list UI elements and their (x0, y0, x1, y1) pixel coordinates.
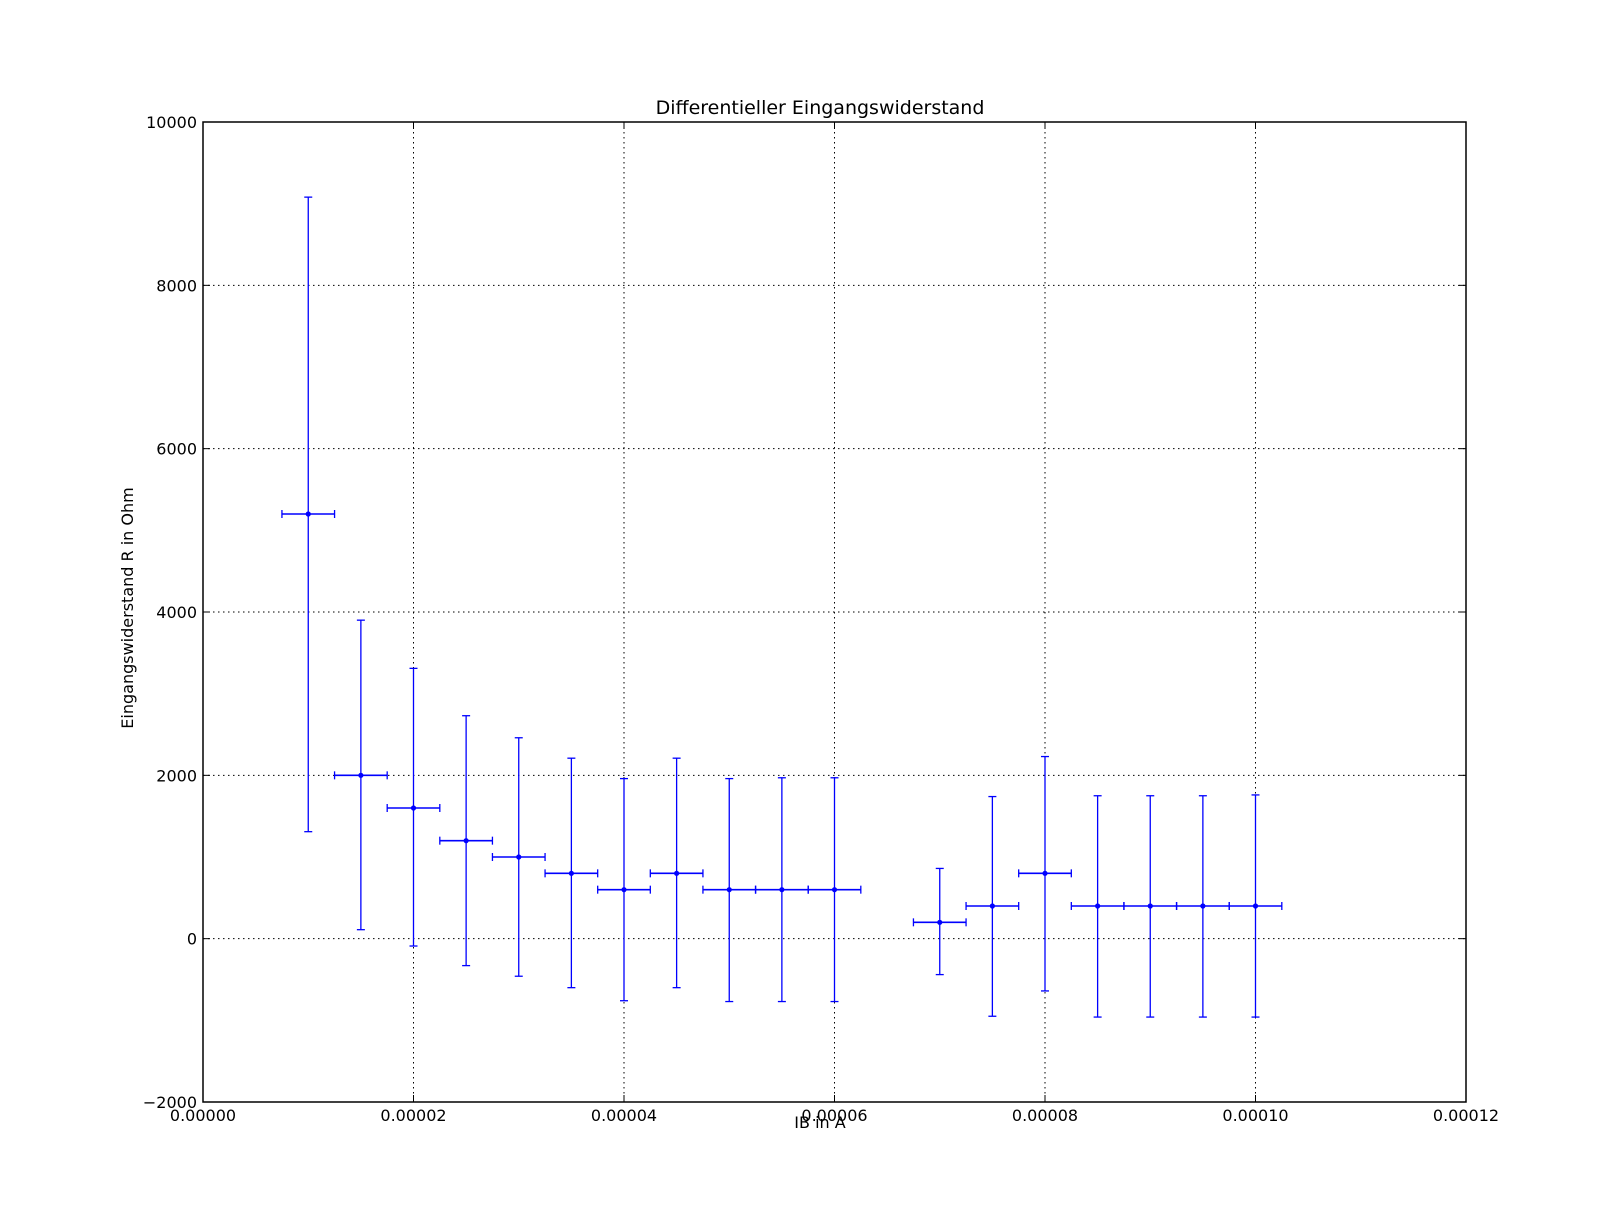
data-point-group (965, 795, 1020, 1017)
y-tick-label: 4000 (156, 603, 197, 622)
chart-title: Differentieller Eingangswiderstand (656, 97, 985, 119)
data-point-group (912, 867, 967, 976)
data-point (621, 887, 627, 893)
data-point (1042, 870, 1048, 876)
data-point-group (1018, 755, 1072, 992)
data-point-group (386, 667, 441, 947)
data-point (937, 919, 943, 925)
x-tick-label: 0.00000 (170, 1106, 236, 1125)
y-tick-label: 8000 (156, 276, 197, 295)
data-point-group (1175, 795, 1230, 1018)
data-series (281, 196, 1283, 1018)
data-point (1252, 903, 1259, 909)
x-tick-label: 0.00012 (1433, 1106, 1499, 1125)
data-point (989, 903, 995, 909)
data-point (726, 887, 732, 893)
data-point-group (491, 737, 546, 977)
data-point-group (597, 777, 651, 1002)
data-point (1147, 903, 1153, 909)
y-axis-label: Eingangswiderstand R in Ohm (118, 487, 137, 728)
data-point (831, 887, 838, 893)
data-point (358, 772, 364, 778)
data-point (674, 870, 680, 876)
y-tick-label: 2000 (156, 766, 197, 785)
y-tick-label: 6000 (156, 440, 197, 459)
data-point-group (281, 196, 336, 833)
data-point-group (333, 619, 388, 931)
x-tick-label: 0.00006 (801, 1106, 867, 1125)
data-point (568, 870, 574, 876)
axis-ticks (202, 121, 1467, 1103)
data-point (305, 511, 311, 517)
x-tick-label: 0.00004 (591, 1106, 657, 1125)
data-point (463, 838, 469, 844)
x-axis-label: IB in A (794, 1113, 845, 1132)
data-point-group (649, 757, 704, 989)
data-point (516, 854, 522, 860)
data-point-group (807, 777, 862, 1003)
data-point-group (1228, 794, 1283, 1018)
data-point (779, 887, 785, 893)
data-point-group (544, 757, 599, 989)
data-point (1095, 903, 1101, 909)
tick-labels: 0.00000 0.00002 0.00004 0.00006 0.00008 0.000… (143, 113, 1499, 1125)
data-point-group (1123, 795, 1178, 1018)
data-point (1200, 903, 1206, 909)
data-point-group (702, 777, 757, 1003)
y-tick-label: 10000 (146, 113, 197, 132)
x-tick-label: 0.00010 (1222, 1106, 1288, 1125)
x-tick-label: 0.00008 (1012, 1106, 1078, 1125)
y-tick-label: −2000 (143, 1093, 197, 1112)
data-point-group (1070, 795, 1125, 1018)
data-point-group (439, 715, 494, 967)
y-tick-label: 0 (187, 930, 197, 949)
data-point (410, 805, 417, 811)
x-tick-label: 0.00002 (380, 1106, 446, 1125)
